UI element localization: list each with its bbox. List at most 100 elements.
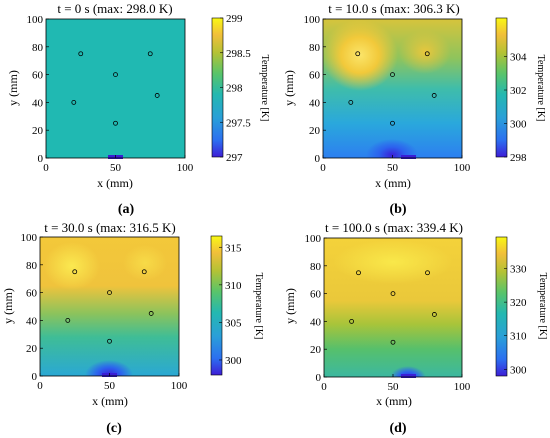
ytick-label-c-0: 0: [32, 371, 38, 383]
sensors-a: [71, 51, 160, 126]
xlabel-d: x (mm): [376, 394, 412, 408]
panel-a: 0 50 100 0 20 40 60 80 100 t = 0 s (max: 298.0 K…: [6, 1, 270, 217]
ytick-label-c-60: 60: [26, 288, 38, 300]
panel-b: 0 50 100 0 20 40 60 80 100 t = 10.0 s (max: 306.…: [282, 1, 546, 217]
sensors-c: [65, 269, 154, 344]
ytick-label-a-80: 80: [32, 42, 44, 54]
colorbar-label-d: Temperature [K]: [537, 273, 548, 340]
sensor-point-b-3: [390, 72, 395, 77]
sensor-point-a-5: [154, 93, 160, 98]
ytick-label-a-20: 20: [32, 125, 44, 137]
title-c: t = 30.0 s (max: 316.5 K): [44, 220, 176, 235]
ytick-label-c-80: 80: [26, 260, 38, 272]
panel-d: 0 50 100 0 20 40 60 80 100 t = 100.0 s (max: 339…: [283, 220, 548, 436]
xtick-label-c-100: 100: [171, 380, 188, 392]
ytick-label-b-100: 100: [304, 14, 321, 26]
sensor-point-c-3: [107, 290, 112, 296]
ytick-label-d-100: 100: [305, 233, 322, 245]
colorbar-label-c: Temperature [K]: [253, 273, 264, 340]
panel-label-b: (b): [389, 202, 406, 217]
colorbar-tick-label-b-300: 300: [510, 119, 527, 131]
ylabel-d: y (mm): [283, 288, 297, 324]
ytick-label-b-60: 60: [309, 70, 321, 82]
ytick-label-b-80: 80: [309, 42, 321, 54]
colorbar-tick-label-a-297.5: 297.5: [226, 117, 251, 129]
sensor-point-d-3: [390, 291, 396, 297]
ytick-label-d-80: 80: [310, 261, 322, 273]
heatmap-a: [46, 19, 185, 158]
title-d: t = 100.0 s (max: 339.4 K): [325, 220, 463, 235]
sensor-point-c-2: [141, 269, 147, 275]
colorbar-tick-label-d-310: 310: [510, 331, 527, 343]
xtick-label-a-50: 50: [110, 162, 122, 174]
colorbar-tick-label-d-300: 300: [510, 364, 527, 376]
colorbar-label-a: Temperature [K]: [259, 55, 270, 122]
colorbar-tick-label-a-297: 297: [226, 152, 243, 164]
sensor-point-c-6: [107, 338, 112, 344]
sensor-point-c-4: [65, 317, 71, 323]
colorbar-b: [495, 17, 508, 158]
sensor-point-d-6: [390, 339, 396, 345]
title-a: t = 0 s (max: 298.0 K): [57, 1, 172, 16]
panel-label-c: (c): [106, 421, 122, 436]
colorbar-tick-label-c-310: 310: [225, 280, 242, 292]
ytick-label-c-40: 40: [26, 315, 38, 327]
panel-c: 0 50 100 0 20 40 60 80 100 t = 30.0 s (max: 316.…: [1, 220, 264, 436]
xtick-label-a-0: 0: [43, 162, 49, 174]
xtick-label-b-0: 0: [320, 162, 326, 174]
ytick-label-b-0: 0: [315, 153, 321, 165]
xtick-label-d-50: 50: [388, 381, 400, 393]
sensor-point-d-5: [431, 312, 437, 317]
xlabel-a: x (mm): [97, 176, 133, 190]
sensor-point-d-1: [356, 270, 361, 276]
sensor-point-a-3: [113, 72, 118, 77]
sensor-point-c-1: [72, 269, 78, 275]
colorbar-tick-label-b-298: 298: [510, 152, 527, 164]
colorbar-c: [210, 235, 223, 376]
ytick-label-a-0: 0: [38, 153, 44, 165]
panel-label-a: (a): [118, 202, 135, 217]
sensor-point-b-6: [390, 120, 395, 126]
colorbar-tick-label-b-304: 304: [510, 52, 527, 64]
colorbar-tick-label-d-330: 330: [510, 264, 527, 276]
xtick-label-c-0: 0: [37, 380, 43, 392]
xtick-label-d-100: 100: [454, 381, 471, 393]
colorbar-tick-label-c-305: 305: [225, 317, 242, 329]
xlabel-c: x (mm): [92, 394, 128, 408]
ytick-label-b-20: 20: [309, 125, 321, 137]
colorbar-tick-label-a-298.5: 298.5: [226, 48, 251, 60]
sensor-point-a-6: [113, 120, 118, 126]
sensor-point-d-2: [425, 270, 430, 276]
ytick-label-d-0: 0: [316, 372, 322, 384]
colorbar-tick-label-a-299: 299: [226, 13, 243, 25]
sensors-d: [349, 270, 437, 345]
ytick-label-c-100: 100: [21, 232, 38, 244]
ytick-label-a-40: 40: [32, 97, 44, 109]
colorbar-tick-label-b-302: 302: [510, 85, 527, 97]
heatmap-d: [324, 238, 462, 377]
ytick-label-c-20: 20: [26, 343, 38, 355]
panel-label-d: (d): [389, 421, 406, 436]
colorbar-tick-label-d-320: 320: [510, 297, 527, 309]
xtick-label-a-100: 100: [177, 162, 194, 174]
heatmap-c: [40, 237, 179, 376]
sensors-b: [348, 51, 437, 126]
heater-d: [401, 374, 416, 378]
xtick-label-b-100: 100: [454, 162, 471, 174]
ytick-label-d-60: 60: [310, 289, 322, 301]
sensor-point-b-1: [355, 51, 361, 57]
ytick-label-d-40: 40: [310, 316, 322, 328]
colorbar-d: [495, 236, 508, 377]
xtick-label-c-50: 50: [104, 380, 116, 392]
ytick-label-b-40: 40: [309, 97, 321, 109]
xtick-label-b-50: 50: [387, 162, 399, 174]
title-b: t = 10.0 s (max: 306.3 K): [328, 1, 460, 16]
colorbar-tick-label-c-300: 300: [225, 355, 242, 367]
xlabel-b: x (mm): [375, 176, 411, 190]
sensor-point-d-4: [349, 318, 355, 324]
sensor-point-b-2: [424, 51, 430, 57]
ytick-label-a-100: 100: [27, 14, 44, 26]
sensor-point-a-1: [78, 51, 84, 57]
colorbar-tick-label-c-315: 315: [225, 242, 242, 254]
